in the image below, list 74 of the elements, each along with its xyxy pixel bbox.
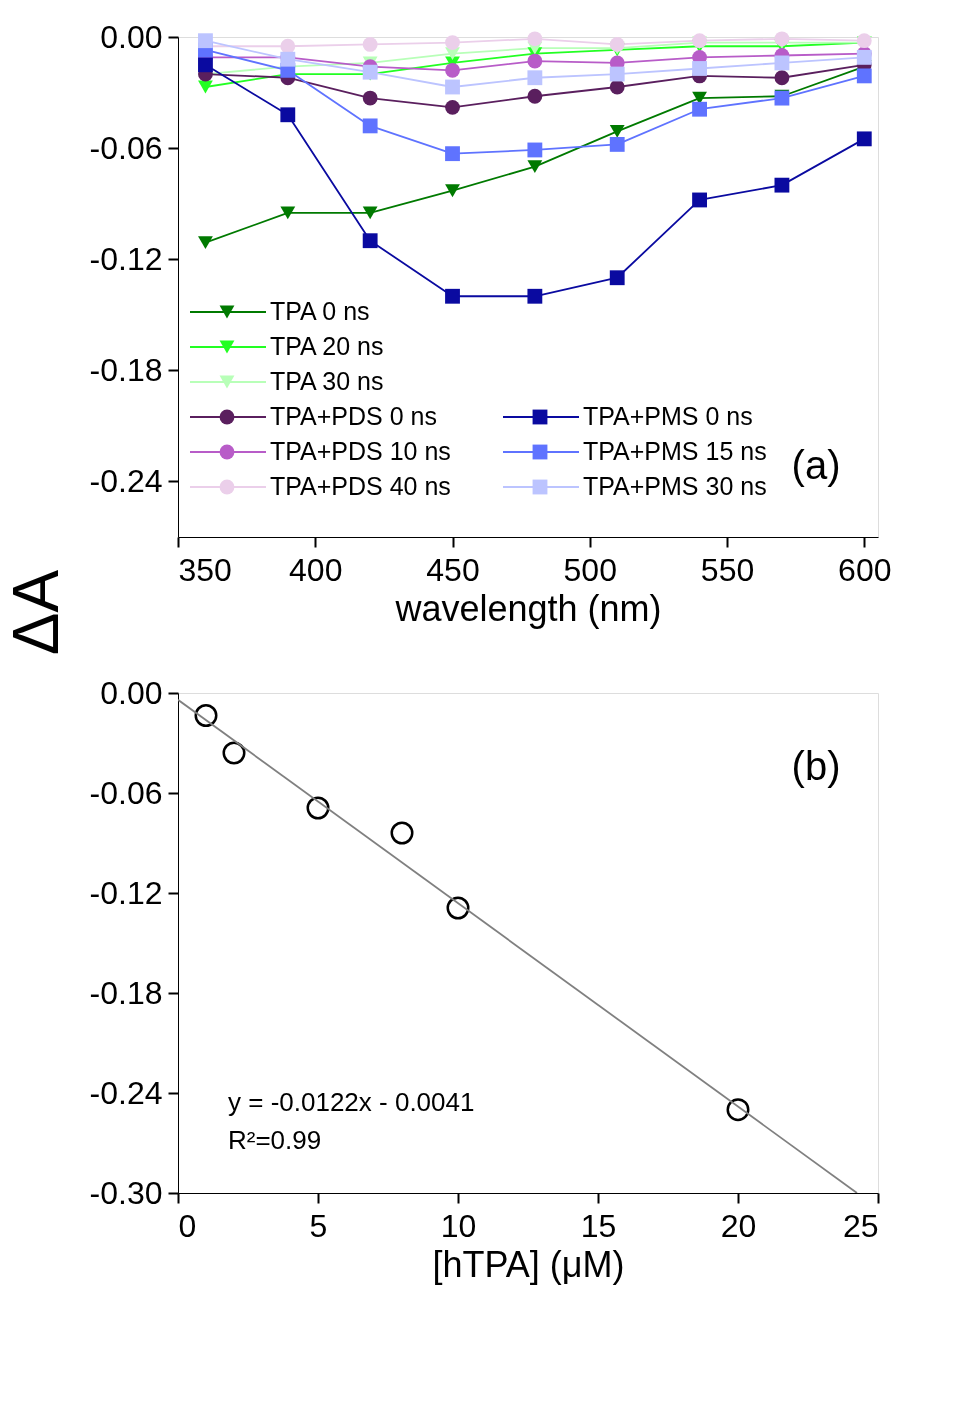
y-tick-label: -0.12 bbox=[89, 240, 163, 277]
point bbox=[527, 53, 543, 69]
legend-label: TPA+PMS 30 ns bbox=[583, 472, 767, 500]
point bbox=[198, 236, 213, 249]
x-tick-label: 25 bbox=[842, 1207, 879, 1244]
y-tick-label: -0.24 bbox=[89, 1074, 163, 1111]
point bbox=[198, 80, 213, 94]
legend-label: TPA 30 ns bbox=[270, 367, 384, 395]
x-axis-title: [hTPA] (μM) bbox=[432, 1243, 625, 1285]
point bbox=[609, 37, 625, 52]
point bbox=[362, 37, 378, 52]
point bbox=[856, 68, 872, 84]
point bbox=[609, 270, 625, 286]
point bbox=[774, 70, 790, 86]
point bbox=[774, 177, 790, 193]
point bbox=[445, 99, 460, 115]
point bbox=[362, 90, 378, 106]
y-tick-label: -0.18 bbox=[89, 351, 163, 388]
point bbox=[609, 79, 625, 95]
legend-label: TPA+PDS 10 ns bbox=[270, 437, 451, 465]
legend-label: TPA+PDS 40 ns bbox=[270, 472, 451, 500]
y-axis-title: ΔA bbox=[0, 569, 72, 656]
point bbox=[774, 31, 790, 47]
y-tick-label: -0.30 bbox=[89, 1174, 163, 1211]
point bbox=[280, 38, 296, 54]
annotation: (a) bbox=[791, 443, 841, 487]
legend-label: TPA+PMS 0 ns bbox=[583, 402, 753, 430]
point bbox=[856, 131, 872, 147]
point bbox=[692, 192, 707, 208]
annotation: y = -0.0122x - 0.0041 bbox=[228, 1087, 475, 1117]
point bbox=[362, 233, 378, 249]
x-tick-label: 10 bbox=[440, 1207, 477, 1244]
x-tick-label: 5 bbox=[309, 1207, 328, 1244]
legend-label: TPA 20 ns bbox=[270, 332, 384, 360]
x-tick-label: 20 bbox=[720, 1207, 757, 1244]
point bbox=[280, 107, 296, 123]
point bbox=[527, 88, 543, 104]
x-tick-label: 350 bbox=[178, 551, 232, 588]
x-axis-title: wavelength (nm) bbox=[394, 587, 662, 629]
annotation: R²=0.99 bbox=[228, 1125, 322, 1155]
y-tick-label: -0.18 bbox=[89, 974, 163, 1011]
point bbox=[527, 288, 543, 304]
point bbox=[445, 62, 460, 78]
x-tick-label: 400 bbox=[289, 551, 343, 588]
point bbox=[692, 61, 707, 76]
point bbox=[609, 136, 625, 152]
y-tick-label: 0.00 bbox=[100, 18, 163, 55]
y-tick-label: -0.12 bbox=[89, 874, 163, 911]
y-tick-label: -0.24 bbox=[89, 462, 163, 499]
point bbox=[609, 66, 625, 82]
x-tick-label: 550 bbox=[700, 551, 755, 588]
annotation: (b) bbox=[791, 744, 841, 788]
x-tick-label: 600 bbox=[838, 551, 892, 588]
y-tick-label: -0.06 bbox=[89, 129, 163, 166]
point bbox=[362, 118, 378, 134]
legend-label: TPA+PMS 15 ns bbox=[583, 437, 767, 465]
x-tick-label: 15 bbox=[580, 1207, 617, 1244]
point bbox=[527, 31, 543, 47]
x-tick-label: 0 bbox=[178, 1207, 197, 1244]
point bbox=[198, 57, 213, 73]
y-tick-label: 0.00 bbox=[100, 674, 163, 711]
legend-label: TPA+PDS 0 ns bbox=[270, 402, 437, 430]
point bbox=[445, 35, 460, 50]
x-tick-label: 500 bbox=[563, 551, 617, 588]
x-tick-label: 450 bbox=[426, 551, 480, 588]
point bbox=[527, 142, 543, 158]
point bbox=[198, 33, 213, 49]
point bbox=[445, 79, 460, 95]
point bbox=[445, 288, 460, 304]
point bbox=[692, 101, 707, 117]
y-tick-label: -0.06 bbox=[89, 774, 163, 811]
legend-label: TPA 0 ns bbox=[270, 297, 370, 325]
point bbox=[527, 70, 543, 86]
point bbox=[445, 146, 460, 162]
